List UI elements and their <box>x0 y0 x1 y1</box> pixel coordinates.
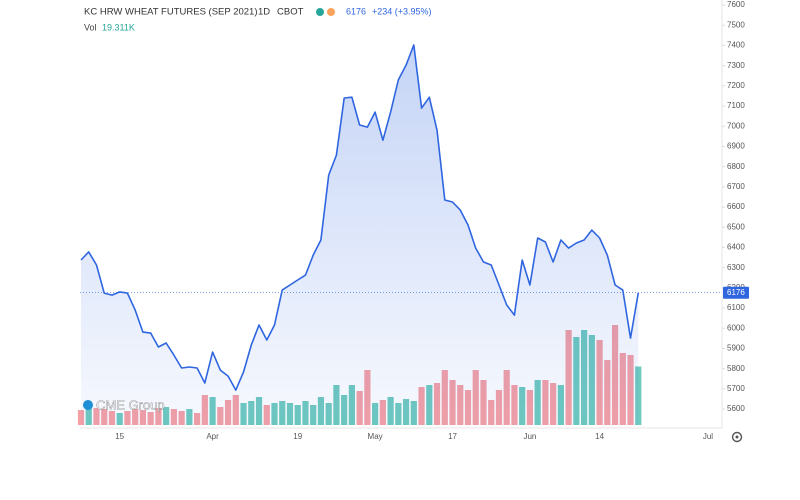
x-tick-label: 15 <box>115 432 124 441</box>
y-tick-label: 7300 <box>727 61 745 70</box>
y-tick-label: 6800 <box>727 162 745 171</box>
y-tick-label: 7600 <box>727 0 745 9</box>
y-tick-label: 5600 <box>727 404 745 413</box>
gear-ring[interactable] <box>731 431 743 443</box>
y-tick-label: 7100 <box>727 101 745 110</box>
y-tick-label: 6000 <box>727 323 745 332</box>
x-tick-label: Jul <box>703 432 713 441</box>
brand-logo <box>83 400 93 410</box>
y-tick-label: 6400 <box>727 243 745 252</box>
y-tick-label: 5900 <box>727 344 745 353</box>
settings-icon[interactable] <box>731 431 743 443</box>
y-tick-label: 7200 <box>727 81 745 90</box>
y-tick-label: 6100 <box>727 303 745 312</box>
y-tick-label: 5700 <box>727 384 745 393</box>
y-tick-label: 6500 <box>727 222 745 231</box>
brand-name: CME Group <box>96 397 165 412</box>
gear-hub[interactable] <box>735 435 739 439</box>
price-area <box>81 45 639 425</box>
interval: 1D <box>258 7 270 18</box>
y-tick-label: 7500 <box>727 20 745 29</box>
volume-readout: 19.311K <box>102 22 135 32</box>
x-tick-label: 19 <box>293 432 302 441</box>
y-tick-label: 7000 <box>727 121 745 130</box>
x-tick-label: 14 <box>595 432 604 441</box>
y-tick-label: 5800 <box>727 364 745 373</box>
y-tick-label: 6600 <box>727 202 745 211</box>
last-price-readout: 6176 <box>346 6 366 16</box>
x-tick-label: May <box>368 432 383 441</box>
y-tick-label: 7400 <box>727 41 745 50</box>
price-pane <box>80 44 722 425</box>
status-dot <box>327 8 335 16</box>
exchange: CBOT <box>277 7 304 18</box>
volume-name: Vol <box>84 22 97 32</box>
price-line <box>80 44 640 391</box>
status-dot <box>316 8 324 16</box>
y-tick-label: 6300 <box>727 263 745 272</box>
symbol-title: KC HRW WHEAT FUTURES (SEP 2021) <box>84 7 258 18</box>
last-price-tag <box>723 286 749 299</box>
change-readout: +234 (+3.95%) <box>372 6 432 16</box>
x-tick-label: Jun <box>523 432 536 441</box>
x-tick-label: 17 <box>448 432 457 441</box>
last-price-label: 6176 <box>727 288 745 297</box>
y-tick-label: 6900 <box>727 142 745 151</box>
y-tick-label: 6700 <box>727 182 745 191</box>
x-tick-label: Apr <box>206 432 219 441</box>
